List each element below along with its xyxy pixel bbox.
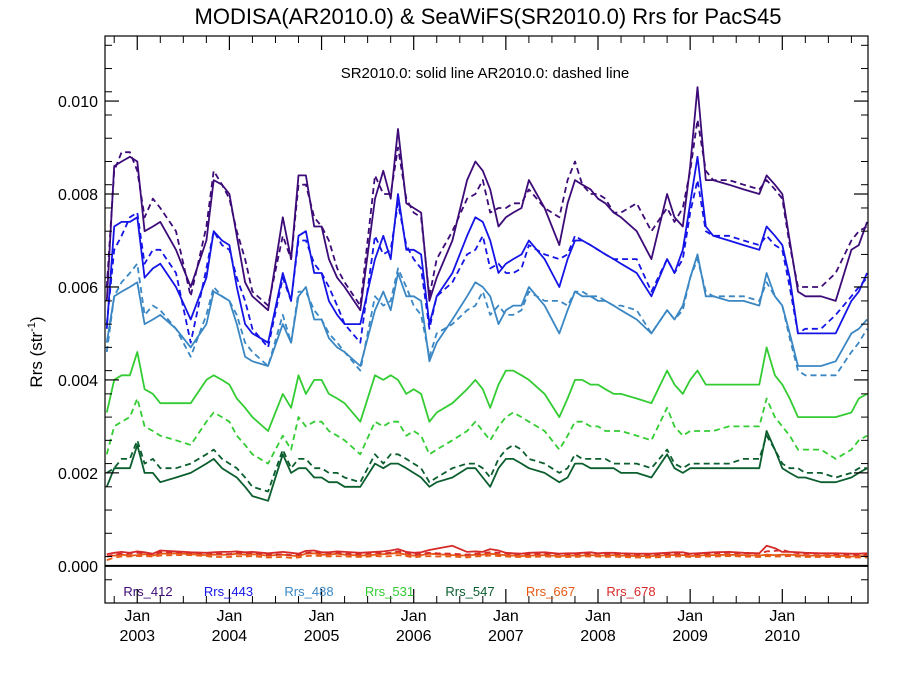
legend-entry-rrs-678: Rrs_678 bbox=[606, 584, 655, 599]
x-tick-label-year: 2009 bbox=[672, 628, 708, 645]
y-axis-label: Rrs (str-1) bbox=[26, 316, 46, 387]
series-line-rrs-678-dashed bbox=[106, 549, 868, 558]
y-tick-label: 0.010 bbox=[58, 94, 98, 111]
x-tick-label-month: Jan bbox=[677, 608, 703, 625]
x-tick-label-year: 2010 bbox=[765, 628, 801, 645]
x-tick-label-month: Jan bbox=[769, 608, 795, 625]
legend-entry-rrs-443: Rrs_443 bbox=[204, 584, 253, 599]
legend-entry-rrs-531: Rrs_531 bbox=[365, 584, 414, 599]
series-line-rrs-531-dashed bbox=[105, 397, 868, 465]
y-tick-label: 0.000 bbox=[58, 559, 98, 576]
chart-title: MODISA(AR2010.0) & SeaWiFS(SR2010.0) Rrs… bbox=[195, 4, 782, 29]
x-tick-label-month: Jan bbox=[493, 608, 519, 625]
axes-layer: 0.000 0.002 0.004 0.006 0.008 0.010 Jan 2003 Jan… bbox=[58, 36, 868, 645]
x-tick-label-year: 2007 bbox=[488, 628, 524, 645]
legend: Rrs_412 Rrs_443 Rrs_488 Rrs_531 Rrs_547 Rrs_6… bbox=[123, 584, 655, 599]
series-line-rrs-547-solid bbox=[105, 430, 868, 502]
y-axis-label-suffix: ) bbox=[27, 316, 46, 322]
x-tick-label-month: Jan bbox=[401, 608, 427, 625]
series-line-rrs-412-solid bbox=[105, 86, 868, 312]
series-line-rrs-443-dashed bbox=[105, 179, 868, 349]
x-tick-label-month: Jan bbox=[309, 608, 335, 625]
x-tick-label-month: Jan bbox=[217, 608, 243, 625]
x-tick-label-month: Jan bbox=[585, 608, 611, 625]
x-tick-label-year: 2004 bbox=[212, 628, 248, 645]
x-tick-label-year: 2008 bbox=[580, 628, 616, 645]
legend-entry-rrs-547: Rrs_547 bbox=[445, 584, 494, 599]
legend-entry-rrs-488: Rrs_488 bbox=[284, 584, 333, 599]
plot-frame bbox=[104, 35, 869, 604]
x-tick-label-year: 2006 bbox=[396, 628, 432, 645]
legend-entry-rrs-412: Rrs_412 bbox=[123, 584, 172, 599]
y-axis-label-prefix: Rrs (str bbox=[27, 332, 46, 388]
x-tick-label-year: 2005 bbox=[304, 628, 340, 645]
legend-entry-rrs-667: Rrs_667 bbox=[526, 584, 575, 599]
y-tick-label: 0.006 bbox=[58, 280, 98, 297]
y-tick-label: 0.008 bbox=[58, 187, 98, 204]
y-tick-label: 0.002 bbox=[58, 466, 98, 483]
series-line-rrs-547-dashed bbox=[106, 434, 868, 493]
y-axis-label-superscript: -1 bbox=[26, 322, 38, 332]
series-line-rrs-488-solid bbox=[105, 253, 868, 367]
series-line-rrs-488-dashed bbox=[105, 258, 868, 377]
series-line-rrs-412-dashed bbox=[105, 118, 868, 307]
chart-annotation: SR2010.0: solid line AR2010.0: dashed li… bbox=[341, 65, 630, 82]
series-layer bbox=[105, 86, 868, 562]
x-tick-label-year: 2003 bbox=[119, 628, 155, 645]
y-tick-label: 0.004 bbox=[58, 373, 98, 390]
series-line-rrs-678-solid bbox=[106, 544, 868, 556]
series-line-rrs-667-dashed bbox=[106, 554, 868, 562]
series-line-rrs-443-solid bbox=[105, 155, 868, 344]
series-line-rrs-531-solid bbox=[105, 346, 868, 432]
x-tick-label-month: Jan bbox=[124, 608, 150, 625]
